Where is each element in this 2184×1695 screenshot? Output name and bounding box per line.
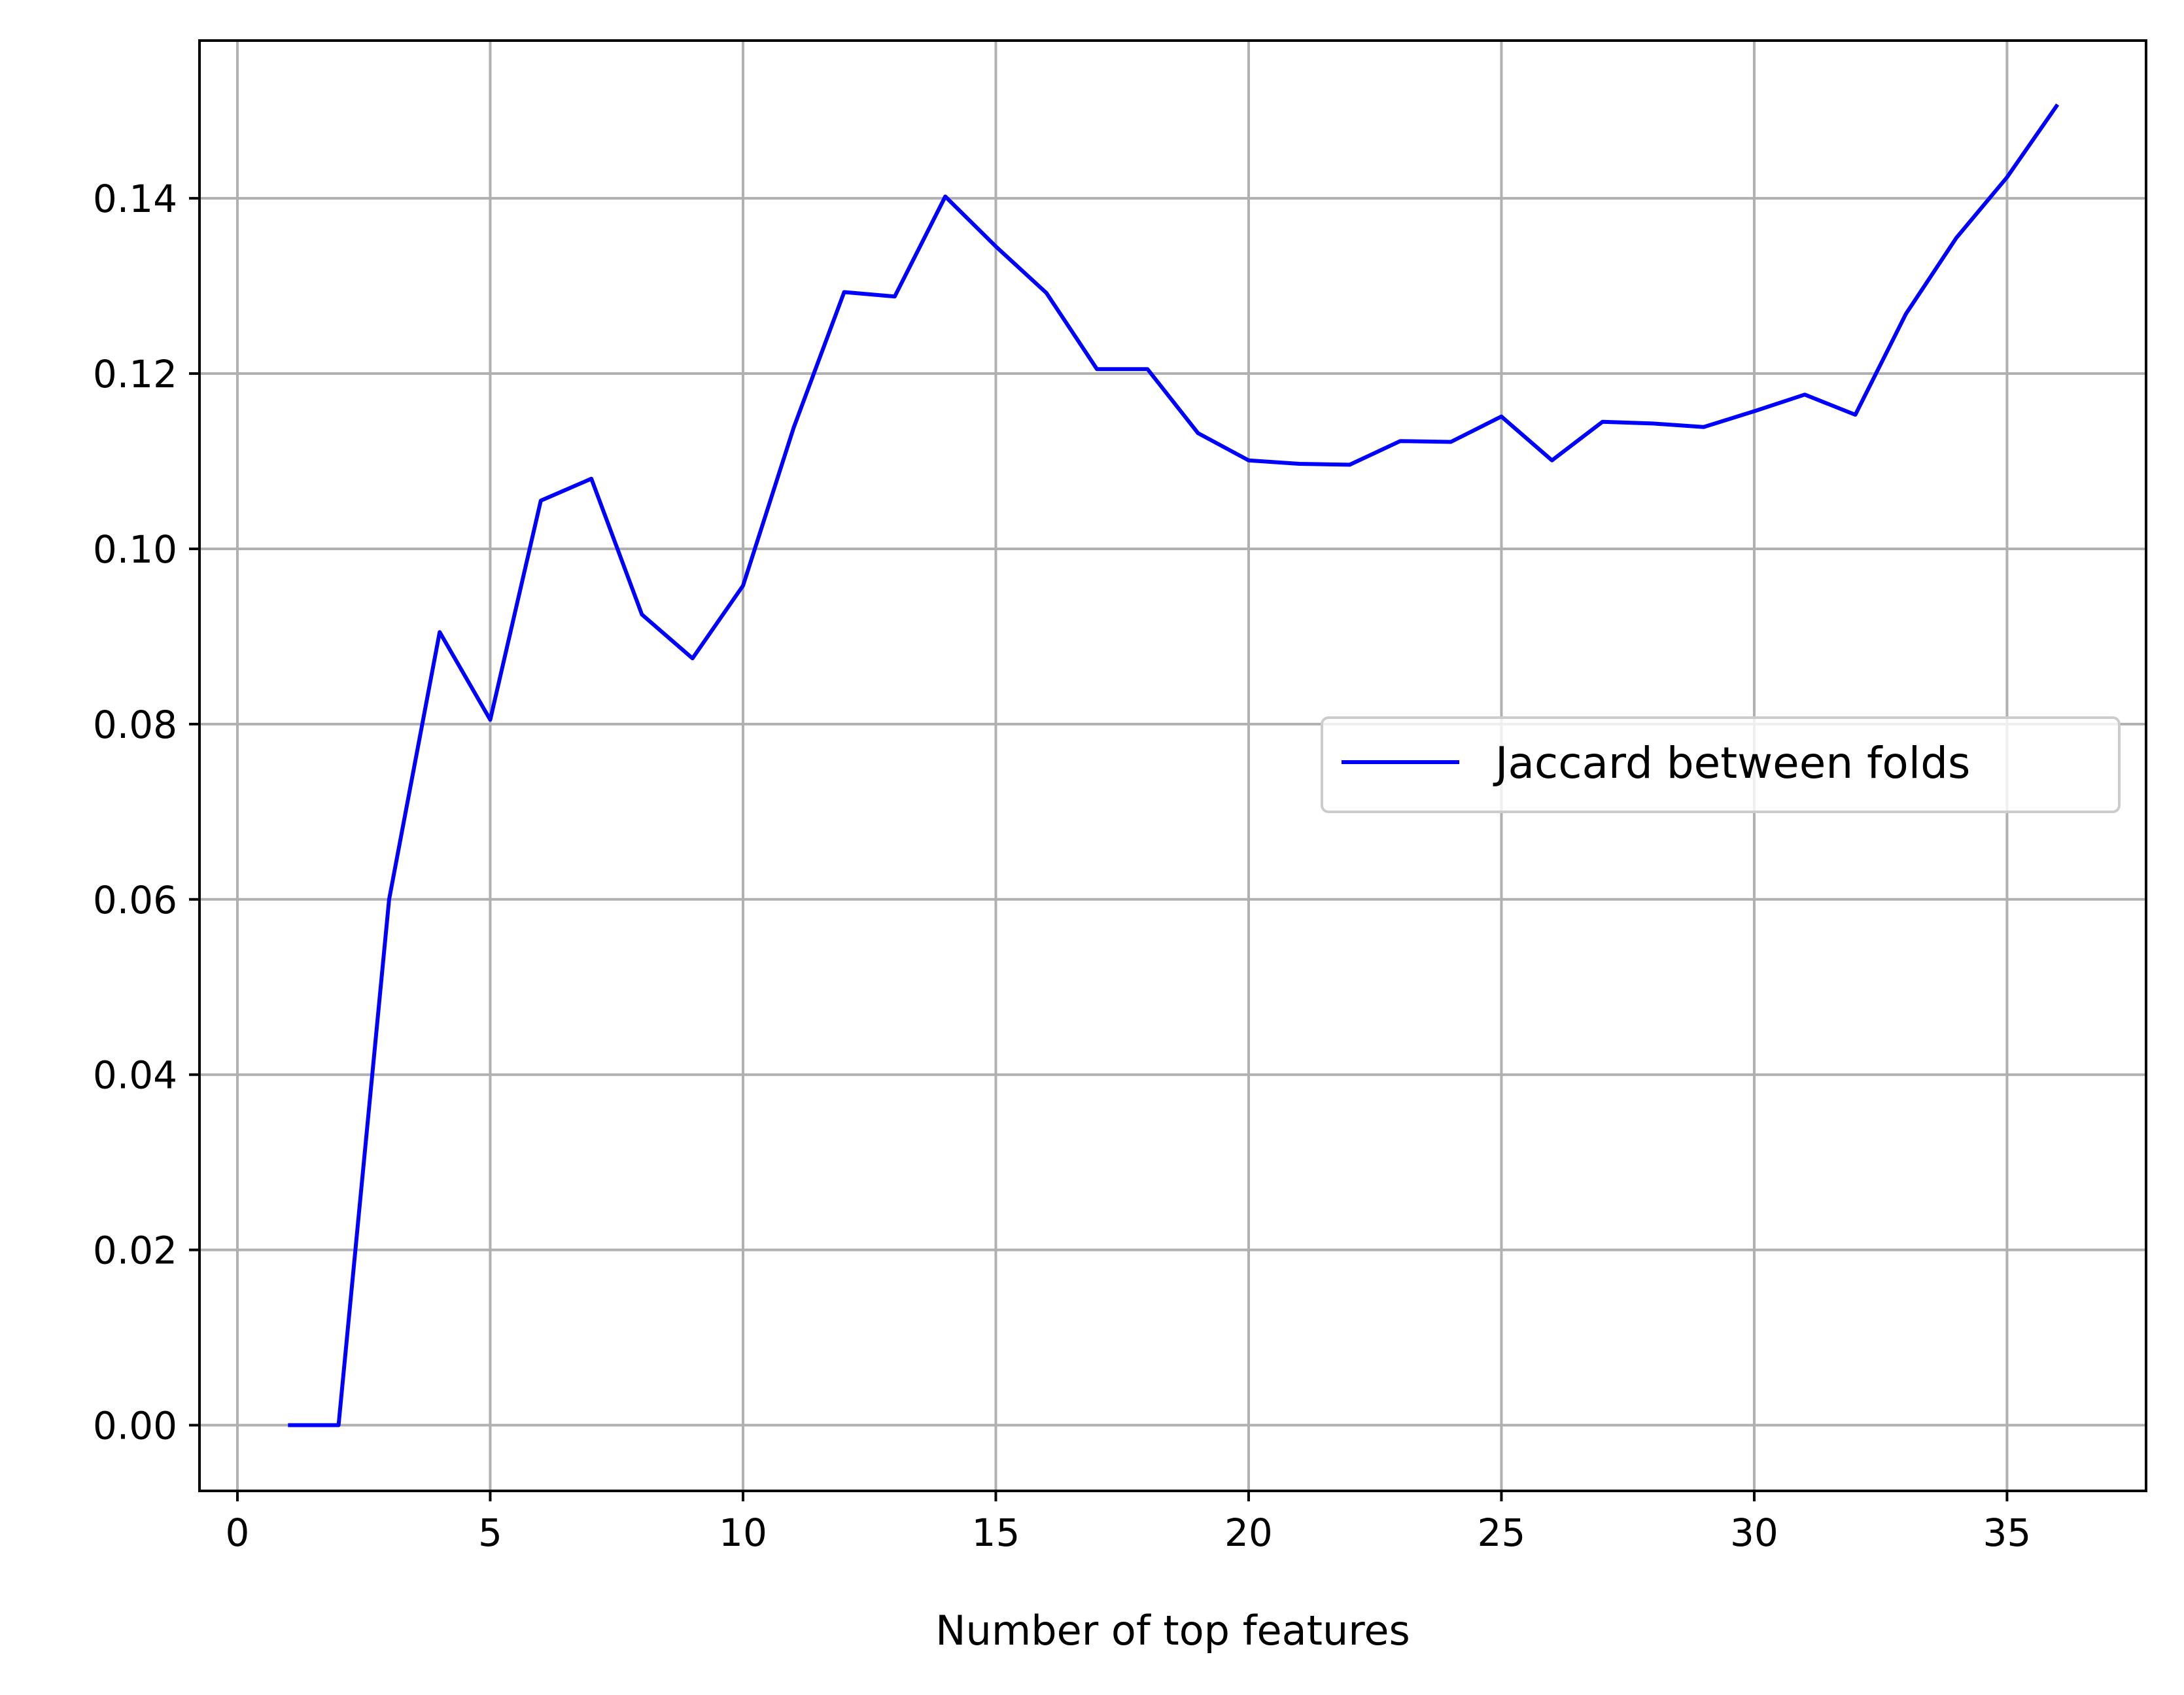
legend-label: Jaccard between folds <box>1493 738 1970 788</box>
y-tick-label: 0.06 <box>93 878 177 922</box>
legend-frame <box>1321 716 2121 813</box>
plot-area-frame <box>198 39 2147 1492</box>
y-tick-label: 0.10 <box>93 527 177 572</box>
y-tick-label: 0.08 <box>93 703 177 747</box>
x-tick-label: 35 <box>1983 1511 2032 1555</box>
y-tick-label: 0.12 <box>93 352 177 396</box>
axis-ticks: 0 5 10 15 20 25 30 35 0.00 0.02 0.04 0.06 0.08 0.10 0.… <box>93 177 2031 1555</box>
y-tick-label: 0.00 <box>93 1404 177 1448</box>
y-tick-label: 0.14 <box>93 177 177 221</box>
series-layer <box>288 103 2060 1427</box>
series-line-jaccard-between-folds <box>288 103 2060 1427</box>
x-tick-label: 15 <box>972 1511 1020 1555</box>
x-tick-label: 25 <box>1478 1511 1526 1555</box>
legend: Jaccard between folds <box>1321 716 2121 813</box>
x-axis-label: Number of top features <box>935 1607 1410 1654</box>
x-tick-label: 0 <box>226 1511 250 1555</box>
x-tick-label: 5 <box>478 1511 502 1555</box>
y-tick-label: 0.02 <box>93 1229 177 1273</box>
x-tick-label: 10 <box>719 1511 767 1555</box>
x-tick-label: 30 <box>1730 1511 1778 1555</box>
x-tick-label: 20 <box>1224 1511 1273 1555</box>
y-tick-label: 0.04 <box>93 1053 177 1098</box>
